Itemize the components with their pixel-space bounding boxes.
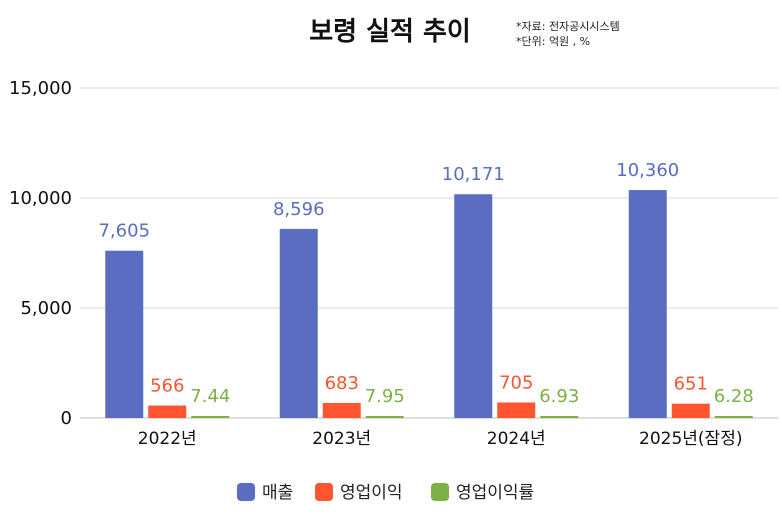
data-label: 566 <box>150 376 184 397</box>
y-tick-label: 0 <box>61 408 72 429</box>
bars <box>105 190 753 418</box>
legend-label: 영업이익률 <box>456 483 534 503</box>
bar-2-3 <box>497 402 536 418</box>
data-label: 10,360 <box>616 160 679 181</box>
legend-label: 영업이익 <box>340 483 403 503</box>
legend: 매출 영업이익 영업이익률 <box>237 483 534 503</box>
legend-label: 매출 <box>262 483 293 503</box>
bar-1-4 <box>628 190 667 418</box>
data-label: 705 <box>499 372 533 393</box>
source-note: *자료: 전자공시시스템 <box>516 20 620 33</box>
x-tick-label: 2024년 <box>487 429 546 449</box>
data-label: 10,171 <box>442 164 505 185</box>
x-tick-label: 2022년 <box>138 429 197 449</box>
bar-3-3 <box>540 416 579 418</box>
legend-swatch <box>431 483 449 501</box>
unit-note: *단위: 억원 , % <box>516 35 590 48</box>
bar-1-3 <box>454 194 493 418</box>
y-tick-label: 10,000 <box>9 188 72 209</box>
data-labels: 7,605 566 7.44 8,596 683 7.95 10,171 705 6.93 10,… <box>98 160 753 407</box>
legend-swatch <box>315 483 333 501</box>
legend-swatch <box>237 483 255 501</box>
bar-1-1 <box>105 250 144 418</box>
x-tick-label: 2025년(잠정) <box>639 429 742 449</box>
x-axis: 2022년 2023년 2024년 2025년(잠정) <box>138 429 743 449</box>
data-label: 6.93 <box>539 386 579 407</box>
bar-3-1 <box>191 416 230 418</box>
bar-3-2 <box>365 416 404 418</box>
data-label: 6.28 <box>714 386 754 407</box>
chart-title: 보령 실적 추이 <box>309 17 471 47</box>
bar-2-2 <box>322 402 361 418</box>
bar-2-1 <box>148 405 187 418</box>
x-tick-label: 2023년 <box>312 429 371 449</box>
y-axis: 0 5,000 10,000 15,000 <box>9 78 72 429</box>
bar-2-4 <box>671 403 710 418</box>
y-tick-label: 5,000 <box>20 298 72 319</box>
data-label: 7.44 <box>190 386 230 407</box>
bar-3-4 <box>714 416 753 418</box>
bar-1-2 <box>279 228 318 418</box>
gridlines <box>80 87 778 419</box>
data-label: 8,596 <box>273 199 325 220</box>
data-label: 683 <box>325 373 359 394</box>
data-label: 7,605 <box>98 221 150 242</box>
data-label: 7.95 <box>365 386 405 407</box>
y-tick-label: 15,000 <box>9 78 72 99</box>
data-label: 651 <box>674 374 708 395</box>
